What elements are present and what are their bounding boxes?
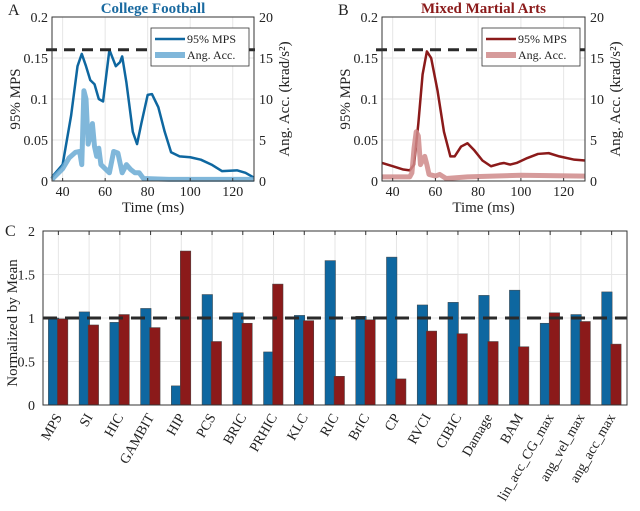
series-line-mps — [51, 48, 255, 179]
y-tick-label: 0.2 — [31, 11, 49, 26]
bar-mma-Damage — [487, 341, 499, 406]
bar-mma-RVCI — [425, 330, 437, 406]
bar-mma-CIBIC — [456, 333, 468, 406]
x-tick-label: 120 — [222, 185, 243, 200]
bar-mma-PRHIC — [272, 283, 284, 406]
x-tick-label: 100 — [510, 185, 531, 200]
y-tick-label: 0 — [371, 175, 378, 190]
y-axis-label: Normalized by Mean — [5, 259, 21, 387]
y2-tick-label: 0 — [259, 175, 266, 190]
y-tick-label: 0.1 — [31, 93, 49, 108]
panel-label: A — [8, 2, 20, 19]
y2-tick-label: 5 — [590, 134, 597, 149]
y2-tick-label: 10 — [259, 93, 273, 108]
legend-label: Ang. Acc. — [518, 48, 566, 62]
y-tick-label: 0.15 — [354, 52, 379, 67]
x-tick-label: MPS — [39, 412, 66, 444]
x-tick-label: 80 — [141, 185, 155, 200]
x-tick-label: 120 — [553, 185, 574, 200]
x-axis-label: Time (ms) — [452, 200, 514, 216]
series-line-ang-acc — [50, 88, 254, 182]
y2-tick-label: 20 — [590, 11, 604, 26]
axes-box — [381, 16, 586, 182]
x-tick-label: 40 — [386, 185, 400, 200]
panel-title: Mixed Martial Arts — [421, 1, 546, 17]
y-tick-label: 2 — [28, 225, 35, 240]
bar-mma-BAM — [518, 346, 530, 406]
legend-box — [481, 27, 581, 67]
legend-label: 95% MPS — [518, 32, 567, 46]
panel-title: College Football — [101, 1, 206, 17]
y2-tick-label: 10 — [590, 93, 604, 108]
x-tick-label: 60 — [98, 185, 112, 200]
y-tick-label: 0.2 — [361, 11, 379, 26]
y2-tick-label: 15 — [590, 52, 604, 67]
x-tick-label: HIP — [165, 411, 189, 438]
bar-mma-SI — [87, 324, 99, 406]
bar-mma-RIC — [333, 376, 345, 406]
y-axis-label: 95% MPS — [8, 68, 24, 129]
y-tick-label: 0.05 — [354, 134, 379, 149]
legend-label: 95% MPS — [187, 32, 236, 46]
bar-mma-MPS — [57, 318, 69, 406]
y2-tick-label: 20 — [259, 11, 273, 26]
axes-box — [42, 230, 628, 406]
y2-tick-label: 5 — [259, 134, 266, 149]
x-tick-label: 80 — [471, 185, 485, 200]
x-tick-label: BrIC — [346, 412, 373, 444]
x-tick-label: 100 — [180, 185, 201, 200]
x-tick-label: Damage — [460, 412, 496, 460]
x-tick-label: SI — [77, 411, 96, 430]
x-tick-label: PRHIC — [247, 412, 281, 455]
y2-tick-label: 0 — [590, 175, 597, 190]
bar-mma-KLC — [303, 320, 315, 406]
y-axis-label: 95% MPS — [338, 68, 354, 129]
bar-mma-HIP — [180, 250, 192, 406]
x-tick-label: KLC — [285, 412, 312, 444]
x-tick-label: 60 — [428, 185, 442, 200]
panel-label: C — [5, 223, 16, 240]
bar-mma-lin_acc_CG_max — [548, 312, 560, 406]
bar-mma-BRIC — [241, 322, 253, 406]
x-tick-label: RIC — [318, 412, 343, 440]
bar-mma-PCS — [210, 341, 222, 406]
y-tick-label: 0 — [41, 175, 48, 190]
y-tick-label: 0.05 — [24, 134, 49, 149]
bar-mma-ang_acc_max — [610, 343, 622, 406]
x-axis-label: Time (ms) — [122, 200, 184, 216]
legend-box — [150, 27, 250, 67]
y-tick-label: 0.5 — [18, 356, 36, 371]
legend-label: Ang. Acc. — [187, 48, 235, 62]
x-tick-label: HIC — [102, 412, 127, 440]
x-tick-label: CP — [382, 411, 404, 434]
bar-mma-ang_vel_max — [579, 321, 591, 406]
x-tick-label: RVCI — [406, 411, 435, 447]
y2-axis-label: Ang. Acc. (krad/s²) — [277, 41, 293, 156]
y-tick-label: 0 — [28, 399, 35, 414]
x-tick-label: BAM — [498, 411, 527, 447]
panel-A: 40 60 80 100 120 0 0.05 0.1 0.15 0.2 0 5 10 15 20 Time … — [8, 1, 293, 216]
bar-mma-HIC — [118, 314, 130, 406]
y-tick-label: 0.1 — [361, 93, 379, 108]
panel-label: B — [338, 2, 349, 19]
bar-mma-BrIC — [364, 319, 376, 406]
x-tick-label: BRIC — [221, 412, 250, 448]
panel-B: 40 60 80 100 120 0 0.05 0.1 0.15 0.2 0 5 10 15 20 Time … — [338, 1, 624, 216]
series-line-ang-acc — [382, 129, 586, 182]
y2-axis-label: Ang. Acc. (krad/s²) — [608, 41, 624, 156]
y-tick-label: 0.15 — [24, 52, 49, 67]
bar-mma-CP — [395, 378, 407, 406]
axes-box — [51, 16, 255, 182]
x-tick-label: 40 — [56, 185, 70, 200]
y-tick-label: 1.5 — [18, 269, 36, 284]
y-tick-label: 1 — [28, 312, 35, 327]
x-tick-label: CIBIC — [434, 412, 466, 452]
x-tick-label: PCS — [194, 412, 219, 441]
bar-mma-GAMBIT — [149, 327, 161, 406]
y2-tick-label: 15 — [259, 52, 273, 67]
